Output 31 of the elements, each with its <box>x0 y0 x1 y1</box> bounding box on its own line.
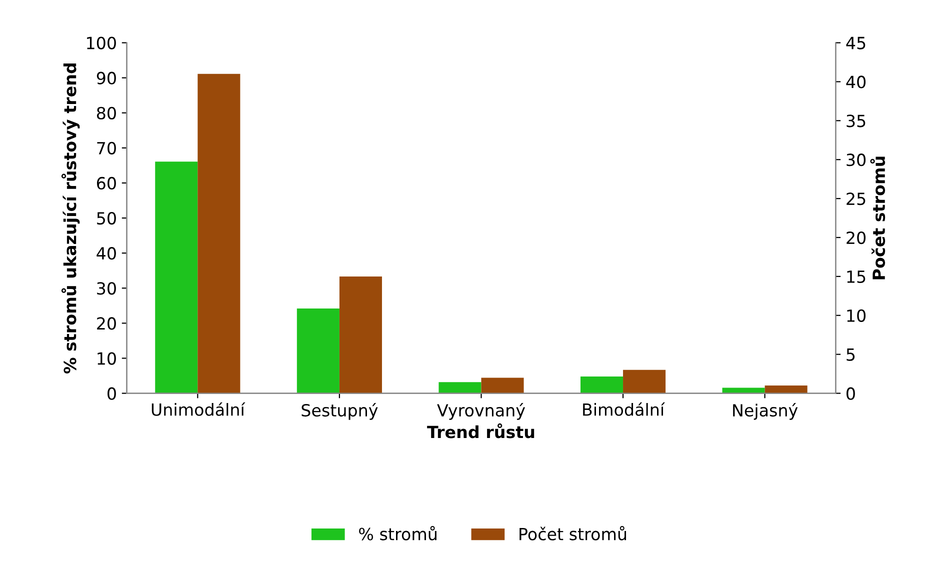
legend-label: % stromů <box>359 526 436 540</box>
y2-tick-label: 45 <box>846 36 866 50</box>
y-axis-title: % stromů ukazující růstový trend <box>61 63 80 374</box>
y2-tick-label: 30 <box>846 154 866 166</box>
y2-tick-label: 40 <box>846 76 866 88</box>
x-tick-label: Bimodální <box>583 402 666 416</box>
y-tick-label: 40 <box>96 247 116 260</box>
y2-tick-label: 35 <box>846 114 866 128</box>
y-tick-label: 70 <box>97 142 116 154</box>
y-tick-label: 90 <box>96 72 116 84</box>
x-tick-label: Unimodální <box>152 402 246 416</box>
x-axis-title: Trend růstu <box>427 423 534 438</box>
y-tick-label: 100 <box>87 36 116 50</box>
x-tick-label: Nejasný <box>733 403 798 420</box>
y2-tick-label: 15 <box>847 270 866 284</box>
y-tick-label: 0 <box>108 387 116 400</box>
y-tick-label: 20 <box>97 317 116 330</box>
x-tick-label: Vyrovnaný <box>437 403 526 420</box>
y2-axis-title: Počet stromů <box>870 156 886 280</box>
y-tick-label: 80 <box>96 106 116 120</box>
y-tick-label: 10 <box>98 352 116 365</box>
legend-label: Počet stromů <box>520 526 626 540</box>
y2-tick-label: 10 <box>847 309 866 322</box>
y2-tick-label: 5 <box>846 348 855 361</box>
y2-tick-label: 0 <box>846 387 855 400</box>
y-tick-label: 60 <box>97 176 116 190</box>
x-tick-label: Sestupný <box>302 403 378 420</box>
y2-tick-label: 20 <box>846 231 866 244</box>
y-tick-label: 30 <box>97 282 116 295</box>
y2-tick-label: 25 <box>846 192 866 206</box>
y-tick-label: 50 <box>97 212 116 225</box>
